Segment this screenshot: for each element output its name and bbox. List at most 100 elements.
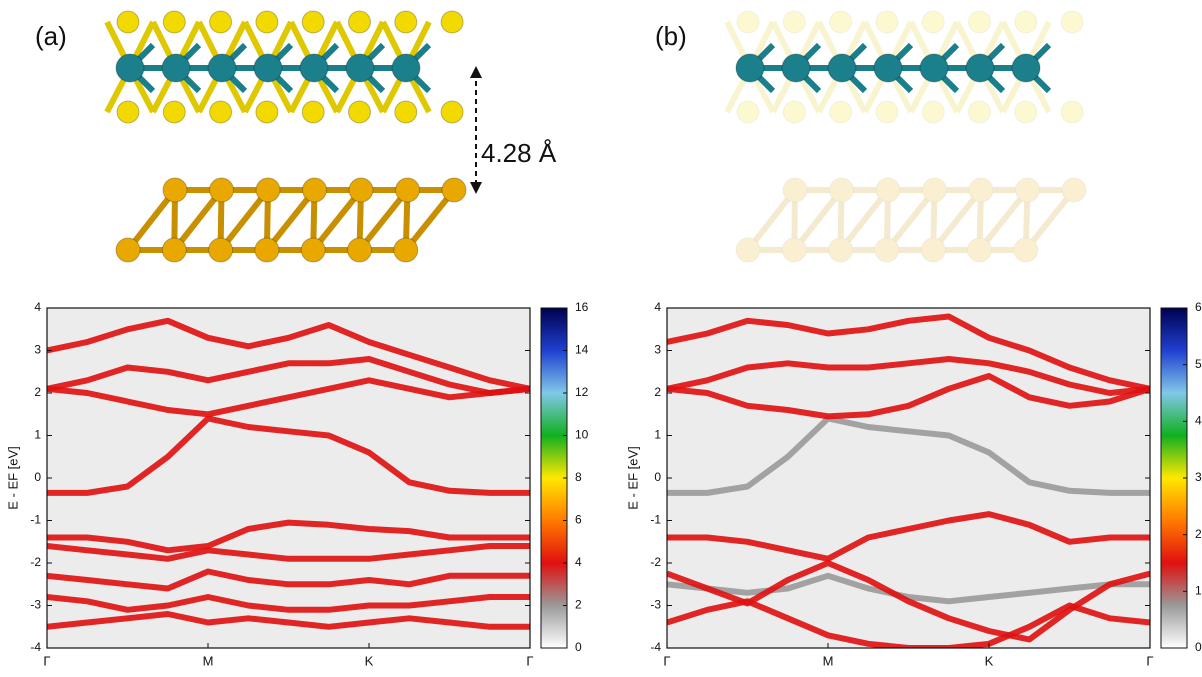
atom	[920, 54, 948, 82]
atom	[210, 178, 234, 202]
colorbar-tick-label: 10	[575, 428, 589, 442]
colorbar-tick-label: 4	[575, 555, 582, 569]
atom	[737, 101, 759, 123]
atom	[208, 54, 236, 82]
atom	[876, 101, 898, 123]
y-axis-title: E - EF [eV]	[5, 446, 20, 510]
atom	[394, 238, 418, 262]
figure: (a)4.28 Å-4-3-2-101234ΓMKΓE - EF [eV]024…	[0, 0, 1202, 677]
y-tick-label: -1	[30, 513, 41, 527]
x-tick-label: Γ	[526, 653, 533, 668]
x-tick-label: K	[985, 653, 994, 668]
atom	[395, 11, 417, 33]
atom	[969, 101, 991, 123]
structure	[727, 11, 1086, 262]
atom	[300, 54, 328, 82]
layer	[736, 178, 1086, 262]
x-tick-label: Γ	[1146, 653, 1153, 668]
atom	[830, 178, 854, 202]
atom	[346, 54, 374, 82]
atom	[737, 11, 759, 33]
y-tick-label: 4	[654, 300, 661, 314]
y-tick-label: 2	[34, 385, 41, 399]
atom	[442, 178, 466, 202]
atom	[828, 54, 856, 82]
atom	[1014, 238, 1038, 262]
colorbar-tick-label: 6	[1195, 300, 1202, 314]
atom	[162, 238, 186, 262]
y-tick-label: -2	[650, 555, 661, 569]
colorbar-tick-label: 2	[1195, 527, 1202, 541]
atom	[1061, 11, 1083, 33]
atom	[441, 101, 463, 123]
atom	[736, 54, 764, 82]
y-tick-label: -4	[30, 640, 41, 654]
layer	[736, 45, 1049, 91]
colorbar-tick-label: 0	[575, 640, 582, 654]
colorbar-tick-label: 2	[575, 598, 582, 612]
atom	[255, 238, 279, 262]
atom	[303, 178, 327, 202]
atom	[782, 238, 806, 262]
atom	[875, 238, 899, 262]
atom	[210, 101, 232, 123]
atom	[441, 11, 463, 33]
atom	[116, 54, 144, 82]
atom	[256, 11, 278, 33]
colorbar-tick-label: 3	[1195, 470, 1202, 484]
colorbar-tick-label: 5	[1195, 357, 1202, 371]
atom	[392, 54, 420, 82]
atom	[1062, 178, 1086, 202]
atom	[922, 101, 944, 123]
colorbar-tick-label: 0	[1195, 640, 1202, 654]
atom	[117, 11, 139, 33]
atom	[829, 238, 853, 262]
atom	[1061, 101, 1083, 123]
atom	[254, 54, 282, 82]
colorbar-tick-label: 12	[575, 385, 589, 399]
atom	[1016, 178, 1040, 202]
atom	[163, 101, 185, 123]
atom	[256, 178, 280, 202]
x-tick-label: Γ	[663, 653, 670, 668]
atom	[874, 54, 902, 82]
colorbar-tick-label: 4	[1195, 414, 1202, 428]
y-tick-label: -4	[650, 640, 661, 654]
colorbar-tick-label: 6	[575, 513, 582, 527]
atom	[922, 11, 944, 33]
atom	[396, 178, 420, 202]
atom	[117, 101, 139, 123]
x-tick-label: M	[823, 653, 834, 668]
y-tick-label: 2	[654, 385, 661, 399]
y-tick-label: 0	[34, 470, 41, 484]
y-tick-label: 1	[654, 428, 661, 442]
atom	[1015, 11, 1037, 33]
atom	[349, 178, 373, 202]
atom	[349, 101, 371, 123]
atom	[966, 54, 994, 82]
atom	[209, 238, 233, 262]
atom	[783, 11, 805, 33]
x-tick-label: K	[365, 653, 374, 668]
y-tick-label: -3	[650, 598, 661, 612]
y-tick-label: 3	[654, 343, 661, 357]
layer	[116, 178, 466, 262]
y-axis-title: E - EF [eV]	[625, 446, 640, 510]
y-tick-label: 0	[654, 470, 661, 484]
x-tick-label: M	[203, 653, 214, 668]
atom	[348, 238, 372, 262]
atom	[969, 11, 991, 33]
colorbar-tick-label: 16	[575, 300, 589, 314]
y-tick-label: -1	[650, 513, 661, 527]
atom	[349, 11, 371, 33]
atom	[783, 101, 805, 123]
colorbar-tick-label: 8	[575, 470, 582, 484]
atom	[782, 54, 810, 82]
y-tick-label: -2	[30, 555, 41, 569]
atom	[783, 178, 807, 202]
atom	[301, 238, 325, 262]
panel-label: (b)	[655, 21, 687, 51]
atom	[969, 178, 993, 202]
atom	[1012, 54, 1040, 82]
atom	[830, 11, 852, 33]
